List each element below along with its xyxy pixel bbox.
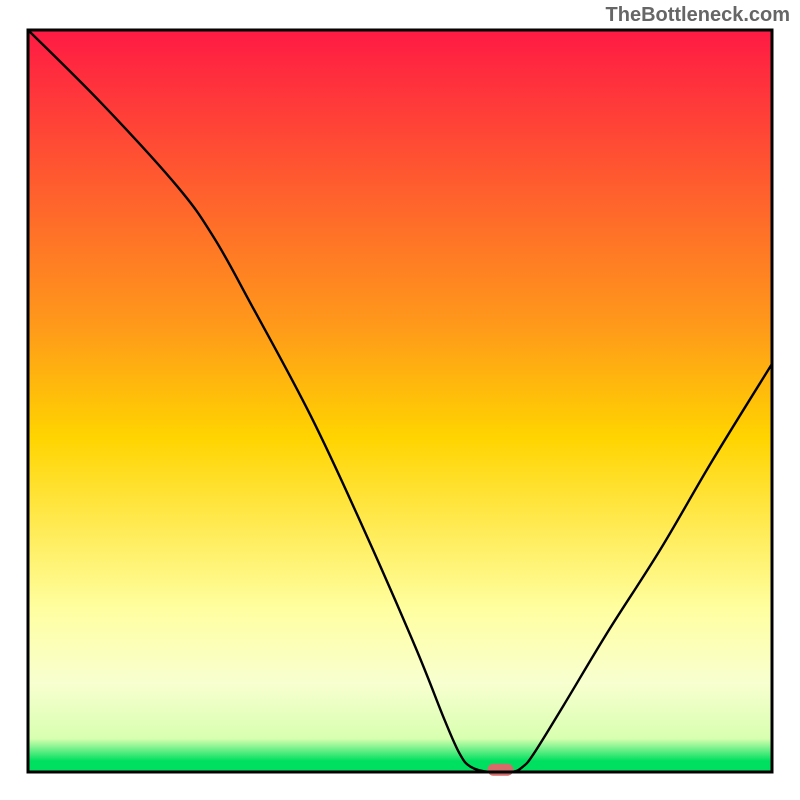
watermark-text: TheBottleneck.com xyxy=(606,4,790,27)
chart-background xyxy=(28,30,772,772)
optimal-marker xyxy=(487,764,513,776)
bottleneck-chart xyxy=(0,0,800,800)
